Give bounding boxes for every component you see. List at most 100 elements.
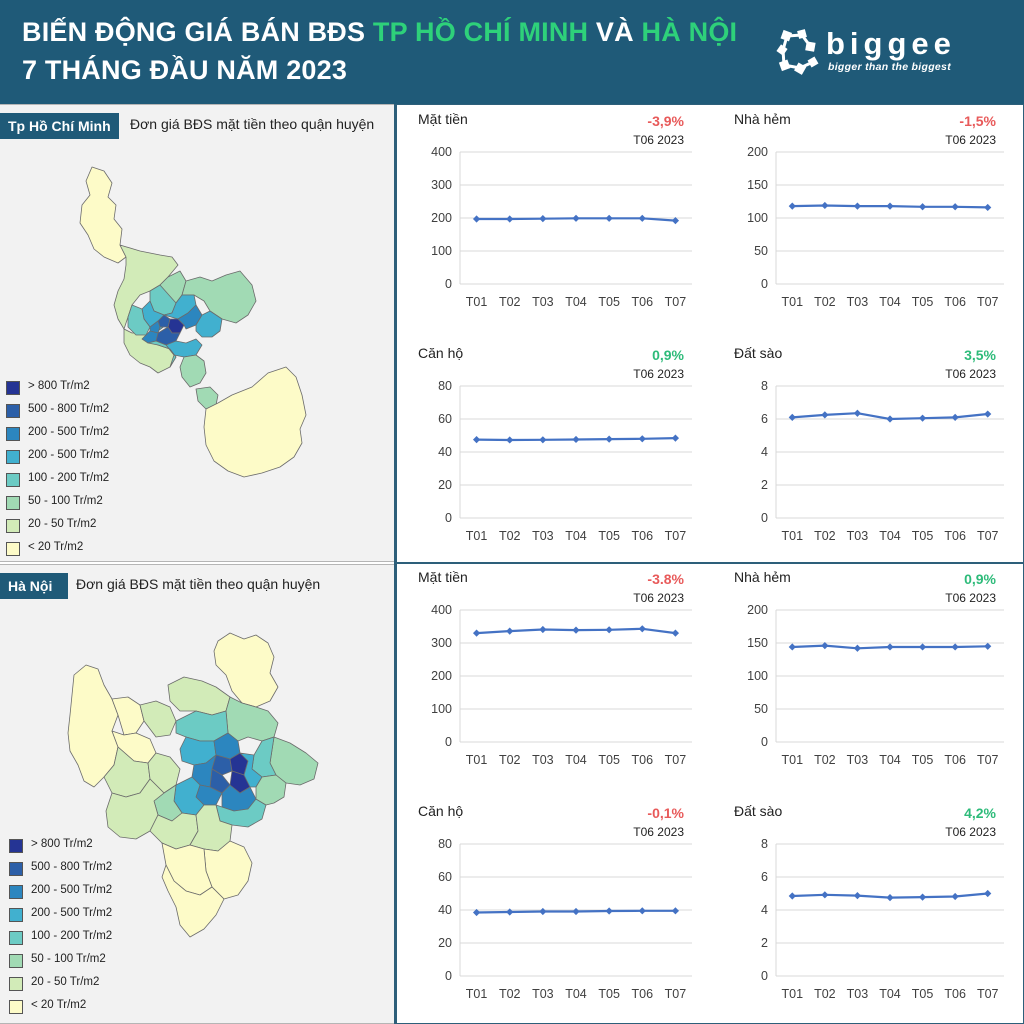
data-point	[788, 202, 796, 210]
data-point	[951, 643, 959, 651]
hn-chart-can-ho: Căn hộ -0,1% T06 2023 0 20 40 60 80 T01 T02 T03 T04…	[418, 803, 692, 1001]
chart-change-percent: -3,9%	[647, 113, 684, 129]
data-point	[821, 891, 829, 899]
legend-label: 200 - 500 Tr/m2	[28, 426, 110, 438]
data-point	[572, 907, 580, 916]
legend-label: 200 - 500 Tr/m2	[28, 449, 110, 461]
data-point	[951, 892, 959, 901]
legend-label: < 20 Tr/m2	[31, 999, 87, 1011]
y-tick-label: 2	[761, 478, 768, 492]
hn-chart-nha-hem: Nhà hẻm 0,9% T06 2023 0 50 100 150 200 T01 T02 T03…	[734, 569, 1004, 767]
data-point	[984, 642, 992, 650]
hcm-district-3	[157, 314, 171, 328]
legend-swatch	[9, 954, 23, 968]
x-tick-label: T01	[466, 753, 488, 767]
x-tick-label: T02	[499, 295, 521, 309]
y-tick-label: 80	[438, 379, 452, 393]
legend-label: 500 - 800 Tr/m2	[31, 861, 113, 873]
legend-label: 50 - 100 Tr/m2	[28, 495, 103, 507]
biggee-logo: biggee bigger than the biggest	[776, 26, 1012, 80]
chart-title: Nhà hẻm	[734, 111, 791, 127]
legend-swatch	[6, 404, 20, 418]
data-point	[472, 436, 481, 444]
hn-map-subtitle: Đơn giá BĐS mặt tiền theo quận huyện	[76, 576, 321, 592]
data-point	[984, 203, 992, 212]
x-tick-label: T03	[532, 295, 554, 309]
chart-change-percent: 0,9%	[652, 347, 684, 363]
x-tick-label: T03	[847, 295, 869, 309]
chart-title: Đất sào	[734, 803, 782, 819]
y-tick-label: 2	[761, 936, 768, 950]
y-tick-label: 4	[761, 903, 768, 917]
chart-title: Mặt tiền	[418, 111, 468, 127]
x-tick-label: T05	[598, 295, 620, 309]
hcm-district-thu-duc	[181, 270, 257, 324]
data-point	[472, 629, 481, 637]
legend-swatch	[9, 839, 23, 853]
data-point	[788, 413, 796, 421]
x-tick-label: T07	[665, 987, 687, 1001]
hn-district-son-tay	[111, 696, 145, 736]
data-point	[671, 907, 680, 915]
data-point	[918, 643, 927, 651]
hn-district-dan-phuong	[139, 700, 177, 738]
hcm-district-can-gio	[203, 366, 307, 478]
hn-chart-dat-sao: Đất sào 4,2% T06 2023 0 2 4 6 8 T01 T02 T03 T04 T05 T…	[734, 803, 1004, 1001]
y-tick-label: 100	[431, 244, 452, 258]
x-tick-label: T04	[565, 529, 587, 543]
hcm-map-panel: Tp Hồ Chí Minh Đơn giá BĐS mặt tiền theo…	[0, 104, 394, 562]
chart-title: Mặt tiền	[418, 569, 468, 585]
y-tick-label: 200	[747, 145, 768, 159]
x-tick-label: T06	[632, 295, 654, 309]
chart-period: T06 2023	[633, 591, 684, 605]
legend-label: < 20 Tr/m2	[28, 541, 84, 553]
data-point	[951, 203, 959, 211]
x-tick-label: T01	[466, 529, 488, 543]
y-tick-label: 400	[431, 603, 452, 617]
legend-swatch	[6, 427, 20, 441]
x-tick-label: T02	[814, 987, 836, 1001]
data-point	[671, 217, 680, 225]
x-tick-label: T03	[847, 753, 869, 767]
x-tick-label: T03	[847, 987, 869, 1001]
x-tick-label: T07	[977, 987, 999, 1001]
y-tick-label: 200	[431, 669, 452, 683]
legend-swatch	[6, 450, 20, 464]
hcm-district-2	[195, 310, 223, 338]
data-point	[506, 627, 514, 635]
y-tick-label: 150	[747, 178, 768, 192]
title-and: VÀ	[588, 17, 642, 47]
y-tick-label: 50	[754, 244, 768, 258]
hcm-district-8	[147, 340, 177, 368]
chart-change-percent: -3.8%	[647, 571, 684, 587]
data-point	[821, 411, 829, 419]
chart-change-percent: -0,1%	[647, 805, 684, 821]
legend-swatch	[9, 977, 23, 991]
x-tick-label: T04	[565, 295, 587, 309]
x-tick-label: T06	[944, 295, 966, 309]
legend-label: > 800 Tr/m2	[31, 838, 93, 850]
x-tick-label: T05	[912, 753, 934, 767]
y-tick-label: 200	[431, 211, 452, 225]
chart-change-percent: 4,2%	[964, 805, 996, 821]
y-tick-label: 8	[761, 379, 768, 393]
legend-swatch	[9, 885, 23, 899]
data-point	[539, 625, 547, 634]
hn-map-panel: Hà Nội Đơn giá BĐS mặt tiền theo quận hu…	[0, 564, 394, 1024]
data-point	[572, 435, 580, 444]
data-point	[951, 413, 959, 421]
x-tick-label: T04	[879, 529, 901, 543]
y-tick-label: 40	[438, 903, 452, 917]
data-point	[788, 892, 796, 900]
logo-mark-icon	[776, 29, 819, 75]
hn-district-soc-son	[213, 632, 279, 708]
data-point	[506, 908, 514, 916]
y-tick-label: 0	[761, 277, 768, 291]
data-point	[918, 893, 927, 901]
y-tick-label: 0	[445, 969, 452, 983]
data-point	[853, 644, 862, 652]
chart-title: Căn hộ	[418, 803, 463, 819]
data-point	[984, 889, 992, 898]
data-point	[472, 215, 481, 223]
x-tick-label: T04	[565, 753, 587, 767]
